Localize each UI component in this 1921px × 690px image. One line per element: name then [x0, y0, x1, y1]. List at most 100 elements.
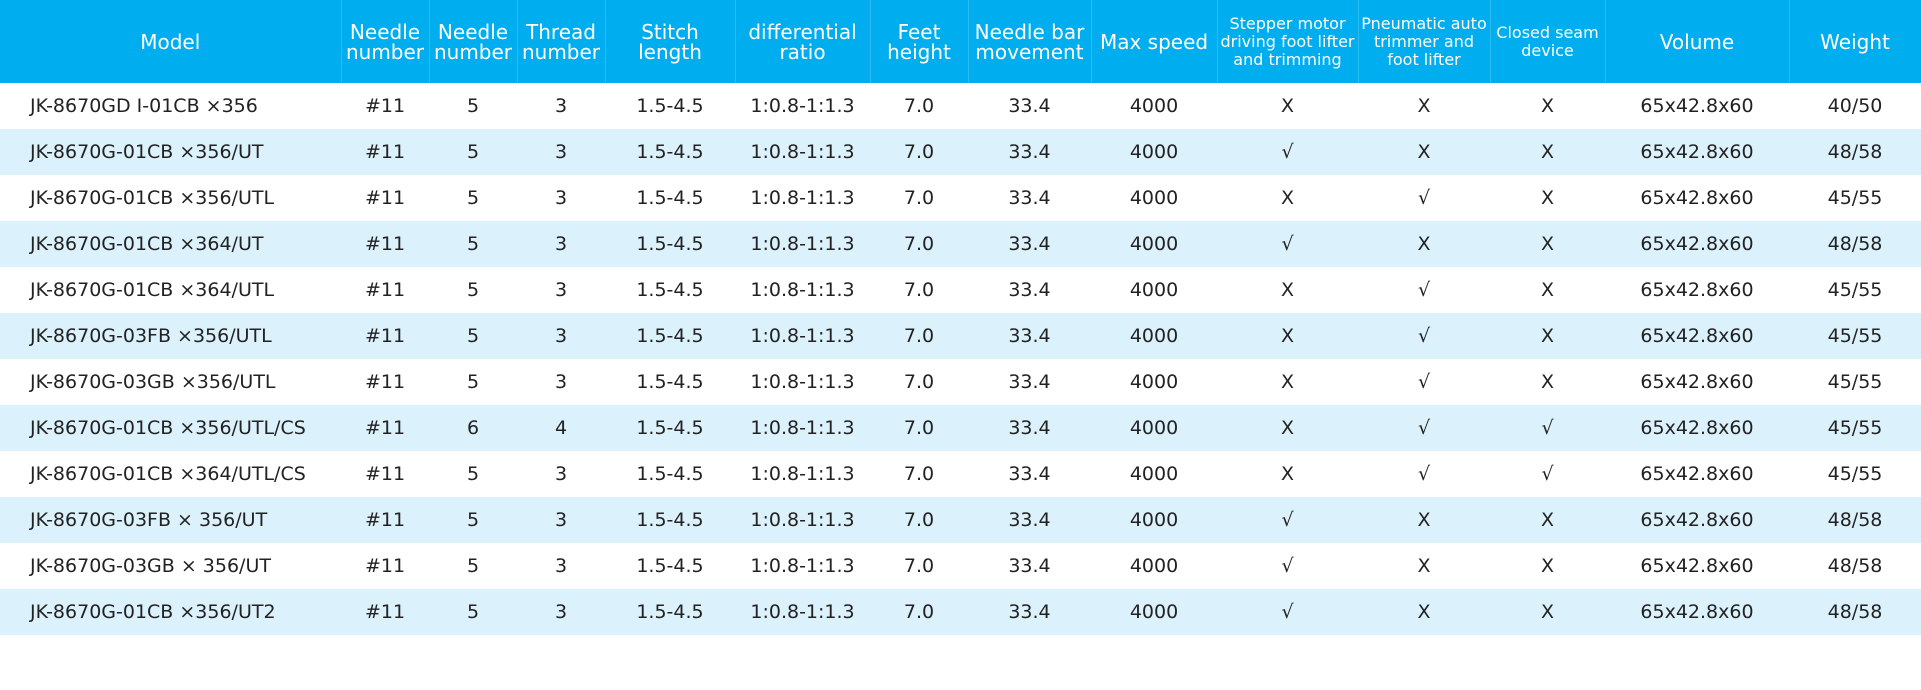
column-header: Stitch length [605, 0, 736, 83]
table-row: JK-8670G-01CB ×356/UTL/CS #11 6 4 1.5-4.5 1:0… [0, 405, 1921, 451]
table-cell: #11 [341, 221, 429, 267]
table-cell: 65x42.8x60 [1605, 405, 1789, 451]
table-cell: √ [1281, 555, 1294, 577]
table-cell: #11 [341, 313, 429, 359]
column-header: Needle number [429, 0, 518, 83]
table-row: JK-8670G-01CB ×364/UTL #11 5 3 1.5-4.5 1:0.8-… [0, 267, 1921, 313]
table-cell: 65x42.8x60 [1640, 279, 1754, 301]
table-cell: X [1417, 95, 1431, 117]
table-row: JK-8670G-01CB ×356/UTL #11 5 3 1.5-4.5 1:0.8-… [0, 175, 1921, 221]
table-cell: 65x42.8x60 [1640, 463, 1754, 485]
table-cell: 5 [466, 95, 480, 117]
table-cell: 48/58 [1789, 589, 1921, 635]
table-cell: 45/55 [1827, 463, 1883, 485]
table-cell: 48/58 [1789, 221, 1921, 267]
table-cell: X [1490, 497, 1605, 543]
column-header: Pneumatic auto trimmer and foot lifter [1358, 0, 1491, 83]
table-cell: √ [1358, 405, 1490, 451]
model-cell: JK-8670G-01CB ×356/UT2 [0, 589, 341, 635]
table-cell: X [1280, 279, 1295, 301]
table-cell: #11 [341, 497, 429, 543]
table-cell: #11 [364, 95, 406, 117]
table-cell: 33.4 [1008, 463, 1051, 485]
table-cell: 48/58 [1789, 497, 1921, 543]
table-cell: 1.5-4.5 [636, 187, 704, 209]
table-cell: √ [1417, 463, 1431, 485]
table-cell: 4000 [1129, 463, 1179, 485]
model-cell: JK-8670G-01CB ×364/UT [0, 221, 341, 267]
table-cell: 7.0 [903, 555, 935, 577]
table-row: JK-8670G-03GB × 356/UT #11 5 3 1.5-4.5 1:0.8-… [0, 543, 1921, 589]
table-cell: √ [1217, 221, 1358, 267]
table-cell: X [1490, 313, 1605, 359]
table-cell: 48/58 [1827, 555, 1883, 577]
table-cell: √ [1541, 463, 1554, 485]
table-cell: 48/58 [1789, 129, 1921, 175]
table-cell: 65x42.8x60 [1605, 589, 1789, 635]
table-cell: 3 [517, 129, 605, 175]
table-cell: 1.5-4.5 [636, 279, 704, 301]
table-cell: 3 [517, 589, 605, 635]
table-row: JK-8670G-01CB ×356/UT #11 5 3 1.5-4.5 1:0.8-1… [0, 129, 1921, 175]
table-cell: 5 [429, 221, 517, 267]
table-cell: 4000 [1129, 371, 1179, 393]
table-cell: √ [1217, 129, 1358, 175]
table-cell: 5 [429, 313, 517, 359]
table-cell: X [1417, 555, 1431, 577]
table-cell: √ [1417, 187, 1431, 209]
table-cell: √ [1490, 405, 1605, 451]
column-header: Stepper motor driving foot lifter and tr… [1217, 0, 1359, 83]
table-cell: 5 [429, 129, 517, 175]
table-cell: 6 [429, 405, 517, 451]
table-cell: 4000 [1091, 313, 1217, 359]
table-cell: 5 [466, 279, 480, 301]
table-cell: 4 [517, 405, 605, 451]
table-cell: √ [1217, 497, 1358, 543]
table-cell: 3 [517, 497, 605, 543]
column-header: Feet height [870, 0, 969, 83]
model-cell: JK-8670G-01CB ×356/UTL [30, 187, 275, 209]
table-cell: 65x42.8x60 [1605, 129, 1789, 175]
table-cell: 4000 [1091, 129, 1217, 175]
table-cell: 4000 [1129, 555, 1179, 577]
table-cell: 1.5-4.5 [605, 589, 735, 635]
table-cell: √ [1417, 279, 1431, 301]
table-cell: 7.0 [870, 589, 968, 635]
table-row: JK-8670G-01CB ×364/UT #11 5 3 1.5-4.5 1:0.8-1… [0, 221, 1921, 267]
table-cell: 5 [466, 187, 480, 209]
table-cell: 4000 [1129, 95, 1179, 117]
table-cell: 1:0.8-1:1.3 [750, 279, 855, 301]
model-cell: JK-8670G-01CB ×364/UTL [30, 279, 275, 301]
column-header: Needle number [341, 0, 430, 83]
table-cell: #11 [364, 463, 406, 485]
table-cell: X [1217, 405, 1358, 451]
table-cell: 7.0 [903, 95, 935, 117]
table-cell: 1:0.8-1:1.3 [735, 405, 870, 451]
table-cell: 7.0 [870, 405, 968, 451]
table-row: JK-8670G-03FB ×356/UTL #11 5 3 1.5-4.5 1:0.8-… [0, 313, 1921, 359]
table-cell: 5 [466, 371, 480, 393]
table-cell: 3 [554, 555, 568, 577]
table-cell: X [1358, 497, 1490, 543]
table-cell: 1.5-4.5 [605, 405, 735, 451]
table-cell: 4000 [1129, 279, 1179, 301]
model-cell: JK-8670G-03FB ×356/UTL [0, 313, 341, 359]
table-cell: 1.5-4.5 [636, 555, 704, 577]
table-cell: 1.5-4.5 [636, 463, 704, 485]
column-header: Thread number [517, 0, 606, 83]
table-cell: 45/55 [1827, 187, 1883, 209]
table-cell: 1:0.8-1:1.3 [750, 463, 855, 485]
table-cell: #11 [341, 589, 429, 635]
table-cell: 4000 [1129, 187, 1179, 209]
table-cell: 1.5-4.5 [605, 129, 735, 175]
table-cell: 4000 [1091, 405, 1217, 451]
table-cell: X [1540, 95, 1555, 117]
table-cell: 3 [554, 187, 568, 209]
table-cell: √ [1358, 313, 1490, 359]
column-header: Needle bar movement [968, 0, 1092, 83]
table-cell: X [1540, 555, 1555, 577]
table-cell: 65x42.8x60 [1605, 221, 1789, 267]
table-cell: 7.0 [870, 221, 968, 267]
table-cell: 7.0 [903, 463, 935, 485]
table-body: JK-8670GD Ⅰ-01CB ×356 #11 5 3 1.5-4.5 1:0.8-1… [0, 83, 1921, 635]
